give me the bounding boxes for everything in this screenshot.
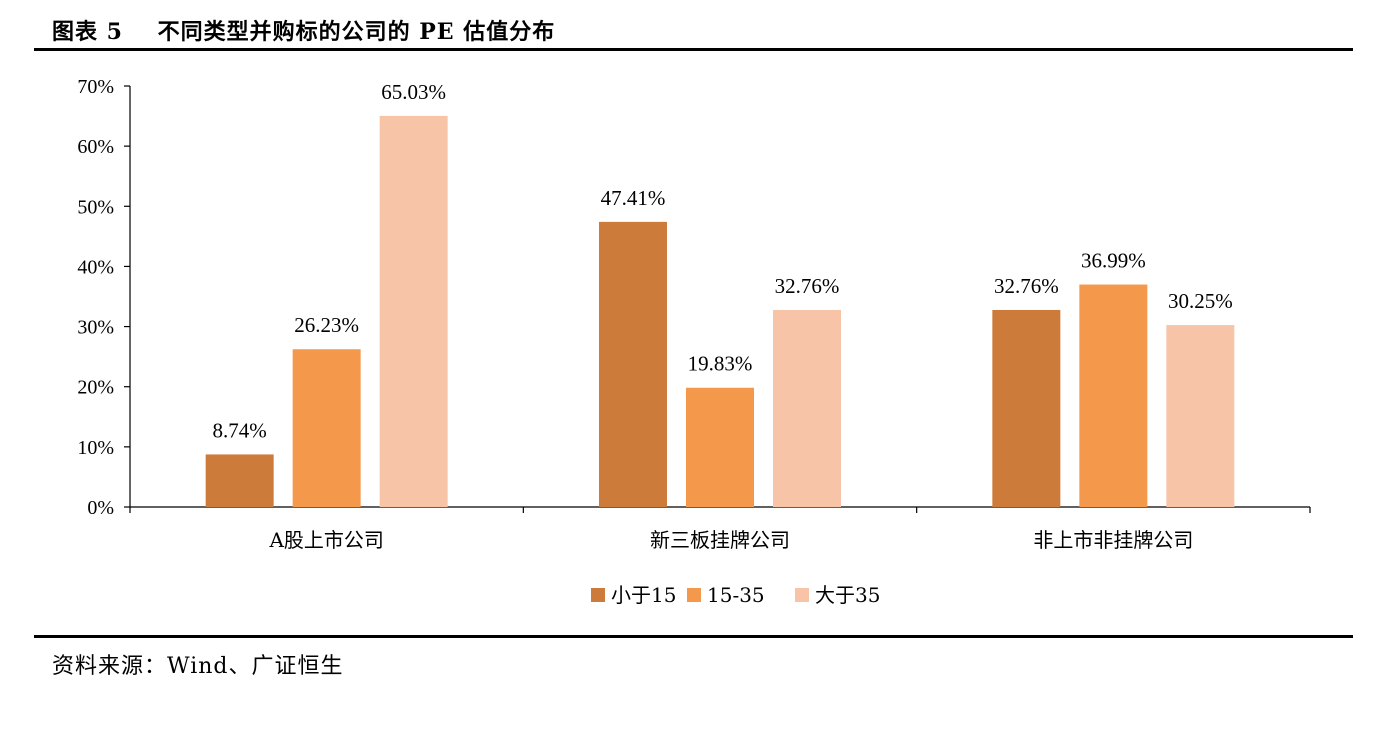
data-label: 36.99% xyxy=(1081,249,1146,273)
bar-小于15 xyxy=(205,454,274,507)
legend-label: 大于35 xyxy=(815,583,880,607)
bar-15-35 xyxy=(292,349,361,507)
x-category-label: A股上市公司 xyxy=(268,528,383,552)
y-tick-label: 60% xyxy=(77,136,114,158)
data-label: 65.03% xyxy=(381,80,446,104)
y-tick-label: 20% xyxy=(77,377,114,399)
data-label: 32.76% xyxy=(775,274,840,298)
legend-swatch xyxy=(795,588,809,602)
data-label: 8.74% xyxy=(213,418,267,442)
data-label: 32.76% xyxy=(994,274,1059,298)
y-tick-label: 50% xyxy=(77,196,114,218)
bar-chart: 0% 10% 20% 30% 40% 50% 60% 70% 8.74% 26.23% 65.03%… xyxy=(77,76,1311,607)
y-tick-label: 0% xyxy=(87,497,114,519)
bar-大于35 xyxy=(773,309,841,507)
bar-小于15 xyxy=(599,221,667,507)
y-tick-label: 30% xyxy=(77,317,114,339)
bottom-rule xyxy=(34,635,1353,638)
source-note: 资料来源：Wind、广证恒生 xyxy=(52,654,344,679)
legend-swatch xyxy=(591,588,605,602)
figure-title: 图表 5 不同类型并购标的公司的 PE 估值分布 xyxy=(52,19,556,45)
data-label: 30.25% xyxy=(1168,289,1233,313)
bar-15-35 xyxy=(1079,284,1148,507)
legend-swatch xyxy=(687,588,701,602)
data-label: 19.83% xyxy=(688,352,753,376)
x-category-label: 新三板挂牌公司 xyxy=(650,528,790,552)
y-tick-label: 40% xyxy=(77,256,114,278)
bar-大于35 xyxy=(379,115,448,508)
data-label: 47.41% xyxy=(601,186,666,210)
y-tick-label: 10% xyxy=(77,437,114,459)
legend-label: 小于15 xyxy=(611,583,676,607)
bar-15-35 xyxy=(686,387,754,507)
x-category-label: 非上市非挂牌公司 xyxy=(1033,528,1193,552)
bar-小于15 xyxy=(992,309,1061,507)
bar-大于35 xyxy=(1166,325,1235,507)
legend-label: 15-35 xyxy=(707,583,765,607)
data-label: 26.23% xyxy=(294,313,359,337)
top-rule xyxy=(34,48,1353,51)
y-tick-label: 70% xyxy=(77,76,114,98)
